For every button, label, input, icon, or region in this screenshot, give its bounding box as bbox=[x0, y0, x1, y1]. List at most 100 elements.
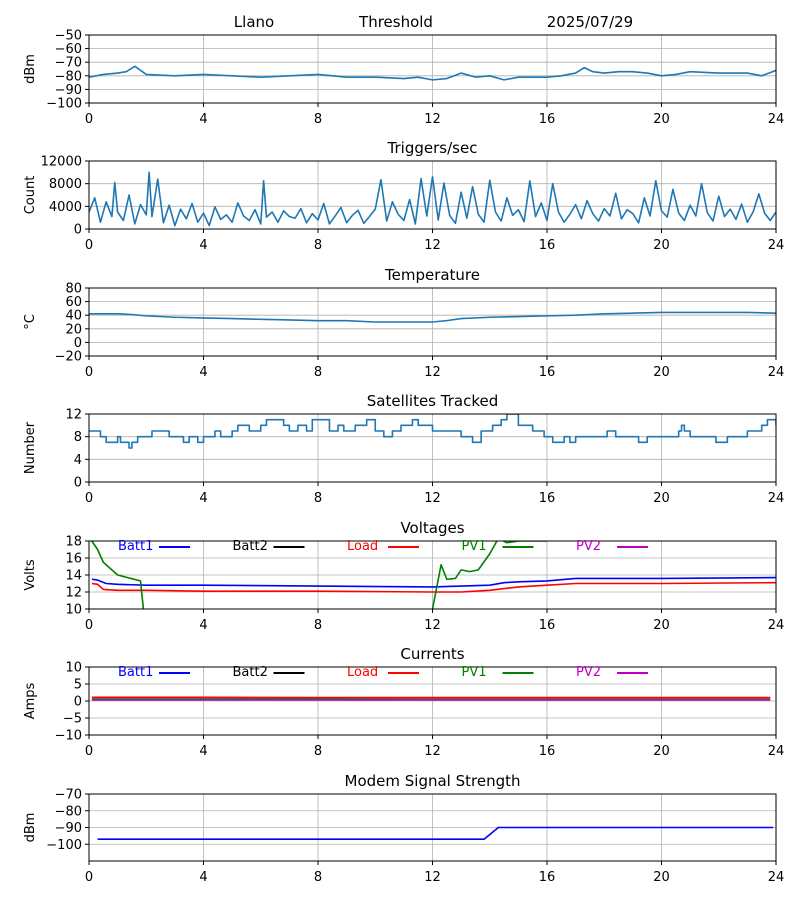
x-tick-label: 0 bbox=[85, 744, 93, 759]
x-tick-label: 0 bbox=[85, 365, 93, 380]
y-tick-label: 8000 bbox=[49, 177, 82, 192]
x-tick-label: 24 bbox=[768, 491, 785, 506]
legend-label-batt2: Batt2 bbox=[233, 539, 268, 554]
y-axis-label: Volts bbox=[23, 559, 38, 591]
x-tick-label: 8 bbox=[314, 491, 322, 506]
x-tick-label: 20 bbox=[653, 238, 670, 253]
x-tick-label: 0 bbox=[85, 238, 93, 253]
x-tick-label: 0 bbox=[85, 112, 93, 127]
x-tick-label: 16 bbox=[539, 491, 556, 506]
x-tick-label: 12 bbox=[424, 238, 441, 253]
x-tick-label: 24 bbox=[768, 112, 785, 127]
x-tick-label: 4 bbox=[199, 744, 207, 759]
mode-label: Threshold bbox=[358, 13, 433, 31]
legend-label-batt1: Batt1 bbox=[118, 665, 153, 680]
panel-title: Temperature bbox=[384, 266, 480, 284]
series-line-batt1 bbox=[92, 578, 776, 587]
y-tick-label: 4 bbox=[74, 453, 82, 468]
x-tick-label: 16 bbox=[539, 618, 556, 633]
y-axis-label: Number bbox=[23, 421, 38, 474]
x-tick-label: 16 bbox=[539, 365, 556, 380]
x-tick-label: 24 bbox=[768, 238, 785, 253]
x-tick-label: 20 bbox=[653, 112, 670, 127]
y-tick-label: −70 bbox=[55, 788, 82, 803]
series-line-modem bbox=[98, 828, 774, 840]
y-tick-label: −90 bbox=[55, 821, 82, 836]
panel-satellites: 0 4 8 12 16 20 24 12 8 4 0 Satellites Tracked Number bbox=[23, 392, 784, 506]
x-tick-label: 12 bbox=[424, 870, 441, 885]
legend-label-pv2: PV2 bbox=[576, 539, 601, 554]
x-tick-label: 12 bbox=[424, 112, 441, 127]
x-tick-label: 4 bbox=[199, 365, 207, 380]
y-tick-label: −5 bbox=[63, 712, 82, 727]
x-tick-label: 4 bbox=[199, 491, 207, 506]
y-axis-label: Amps bbox=[23, 682, 38, 719]
y-tick-label: 0 bbox=[74, 223, 82, 238]
y-tick-label: 10 bbox=[65, 661, 82, 676]
x-tick-label: 24 bbox=[768, 870, 785, 885]
y-tick-label: 0 bbox=[74, 476, 82, 491]
date-label: 2025/07/29 bbox=[547, 13, 633, 31]
legend-label-load: Load bbox=[347, 665, 378, 680]
y-tick-label: 8 bbox=[74, 430, 82, 445]
x-tick-label: 24 bbox=[768, 618, 785, 633]
legend-label-pv1: PV1 bbox=[462, 665, 487, 680]
x-tick-label: 0 bbox=[85, 491, 93, 506]
legend-label-load: Load bbox=[347, 539, 378, 554]
x-tick-label: 16 bbox=[539, 112, 556, 127]
x-tick-label: 8 bbox=[314, 618, 322, 633]
y-axis-label: dBm bbox=[23, 813, 38, 843]
y-tick-label: −100 bbox=[46, 97, 82, 112]
x-tick-label: 24 bbox=[768, 744, 785, 759]
x-tick-label: 12 bbox=[424, 491, 441, 506]
x-tick-label: 12 bbox=[424, 618, 441, 633]
panel-title: Voltages bbox=[400, 519, 464, 537]
x-tick-label: 20 bbox=[653, 491, 670, 506]
x-tick-label: 12 bbox=[424, 744, 441, 759]
panel-title: Satellites Tracked bbox=[367, 392, 498, 410]
y-tick-label: −20 bbox=[55, 350, 82, 365]
y-tick-label: −10 bbox=[55, 729, 82, 744]
y-axis-label: °C bbox=[23, 314, 38, 330]
x-tick-label: 24 bbox=[768, 365, 785, 380]
x-tick-label: 8 bbox=[314, 112, 322, 127]
y-axis-label: dBm bbox=[23, 54, 38, 84]
panel-title: Triggers/sec bbox=[387, 139, 478, 157]
x-tick-label: 12 bbox=[424, 365, 441, 380]
y-tick-label: −100 bbox=[46, 838, 82, 853]
y-axis-label: Count bbox=[23, 176, 38, 215]
x-tick-label: 0 bbox=[85, 870, 93, 885]
legend-label-batt1: Batt1 bbox=[118, 539, 153, 554]
panel-title: Currents bbox=[400, 645, 464, 663]
legend-label-pv2: PV2 bbox=[576, 665, 601, 680]
y-tick-label: 18 bbox=[65, 535, 82, 550]
x-tick-label: 0 bbox=[85, 618, 93, 633]
y-tick-label: −80 bbox=[55, 804, 82, 819]
x-tick-label: 16 bbox=[539, 238, 556, 253]
x-tick-label: 20 bbox=[653, 744, 670, 759]
x-tick-label: 8 bbox=[314, 238, 322, 253]
x-tick-label: 4 bbox=[199, 112, 207, 127]
y-tick-label: 5 bbox=[74, 678, 82, 693]
x-tick-label: 8 bbox=[314, 365, 322, 380]
x-tick-label: 4 bbox=[199, 618, 207, 633]
y-tick-label: 4000 bbox=[49, 200, 82, 215]
legend-label-pv1: PV1 bbox=[462, 539, 487, 554]
x-tick-label: 16 bbox=[539, 870, 556, 885]
panel-title: Modem Signal Strength bbox=[345, 772, 521, 790]
y-tick-label: 12 bbox=[65, 408, 82, 423]
y-tick-label: 10 bbox=[65, 603, 82, 618]
x-tick-label: 4 bbox=[199, 238, 207, 253]
legend-label-batt2: Batt2 bbox=[233, 665, 268, 680]
x-tick-label: 20 bbox=[653, 870, 670, 885]
y-tick-label: 14 bbox=[65, 569, 82, 584]
y-tick-label: 16 bbox=[65, 552, 82, 567]
x-tick-label: 20 bbox=[653, 365, 670, 380]
x-tick-label: 8 bbox=[314, 744, 322, 759]
